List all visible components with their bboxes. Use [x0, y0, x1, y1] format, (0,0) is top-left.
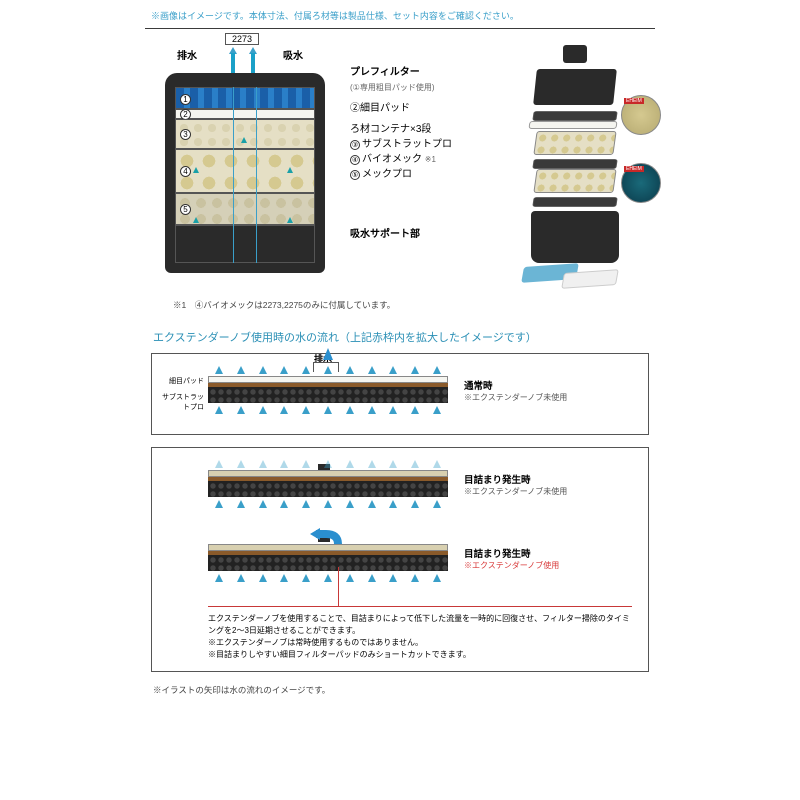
exp-tray — [532, 111, 617, 121]
media-callout: EHEIM — [621, 95, 661, 135]
flow-normal: 排水 細目パッド サブストラットプロ 通常時 ※エクステンダーノブ未使用 — [151, 353, 649, 435]
flow-arrow-icon — [241, 137, 247, 143]
media-callout: EHEIM — [621, 163, 661, 203]
exploded-view: EHEIM EHEIM — [505, 45, 650, 295]
sub3: サブストラットプロ — [362, 139, 452, 150]
exp-body — [531, 211, 619, 263]
sub5: メックプロ — [362, 169, 412, 180]
exp-white-pad — [561, 269, 619, 289]
arrows-row — [208, 500, 448, 508]
pad2-label: ②細目パッド — [350, 101, 452, 116]
bottom-note: ※イラストの矢印は水の流れのイメージです。 — [153, 684, 655, 696]
support-label: 吸水サポート部 — [350, 225, 420, 240]
prefilter-label: プレフィルター — [350, 67, 420, 78]
arrows-row — [208, 366, 448, 374]
filter-cross-section: 2273 排水 吸水 1 2 3 4 5 — [145, 35, 345, 295]
casing: 1 2 3 4 5 — [165, 73, 325, 273]
footnote-1: ※1 ④バイオメックは2273,2275のみに付属しています。 — [173, 299, 655, 311]
media-bar — [208, 470, 448, 497]
left-pad-label: 細目パッド — [160, 376, 204, 386]
top-note: ※画像はイメージです。本体寸法、付属ろ材等は製品仕様、セット内容をご確認ください… — [145, 5, 655, 28]
left-sub-label: サブストラットプロ — [160, 392, 204, 412]
exp-pad — [528, 121, 617, 129]
page: ※画像はイメージです。本体寸法、付属ろ材等は製品仕様、セット内容をご確認ください… — [145, 5, 655, 795]
outlet-label: 排水 — [177, 47, 197, 62]
state-clog1: 目詰まり発生時 ※エクステンダーノブ未使用 — [464, 472, 567, 497]
state-normal: 通常時 ※エクステンダーノブ未使用 — [464, 378, 567, 403]
divider — [145, 28, 655, 29]
flow-arrow-icon — [193, 167, 199, 173]
flow-arrow-icon — [193, 217, 199, 223]
model-badge: 2273 — [225, 33, 259, 45]
exp-tray — [532, 197, 617, 207]
flow-clogged: 目詰まり発生時 ※エクステンダーノブ未使用 目詰まり発生時 ※エクステンダーノブ… — [151, 447, 649, 672]
container-head: ろ材コンテナ×3段 — [350, 124, 431, 135]
big-arrow — [314, 348, 342, 360]
filter-diagram-row: 2273 排水 吸水 1 2 3 4 5 — [145, 35, 655, 295]
casing-inner: 1 2 3 4 5 — [175, 87, 315, 263]
prefilter-sub: (①専用粗目パッド使用) — [350, 83, 435, 92]
center-pipe — [233, 87, 257, 263]
exp-media — [533, 131, 616, 155]
exp-media — [533, 169, 616, 193]
layer-labels: プレフィルター(①専用粗目パッド使用) ②細目パッド ろ材コンテナ×3段 ③サブ… — [350, 65, 452, 188]
state-clog2: 目詰まり発生時 ※エクステンダーノブ使用 — [464, 546, 559, 571]
media-bar — [208, 376, 448, 403]
inlet-label: 吸水 — [283, 47, 303, 62]
tube — [231, 53, 235, 75]
arrows-row — [208, 406, 448, 414]
exp-head — [533, 69, 617, 105]
flow-arrow-icon — [287, 167, 293, 173]
flow-arrow-icon — [287, 217, 293, 223]
tube — [251, 53, 255, 75]
arrows-row-weak — [208, 460, 448, 468]
media-bar — [208, 544, 448, 571]
exp-pump — [563, 45, 587, 63]
exp-tray — [532, 159, 617, 169]
sub4: バイオメック — [362, 154, 422, 165]
extender-note: エクステンダーノブを使用することで、目詰まりによって低下した流量を一時的に回復さ… — [208, 606, 632, 661]
arrows-row — [208, 574, 448, 582]
section2-title: エクステンダーノブ使用時の水の流れ（上記赤枠内を拡大したイメージです） — [153, 329, 655, 345]
